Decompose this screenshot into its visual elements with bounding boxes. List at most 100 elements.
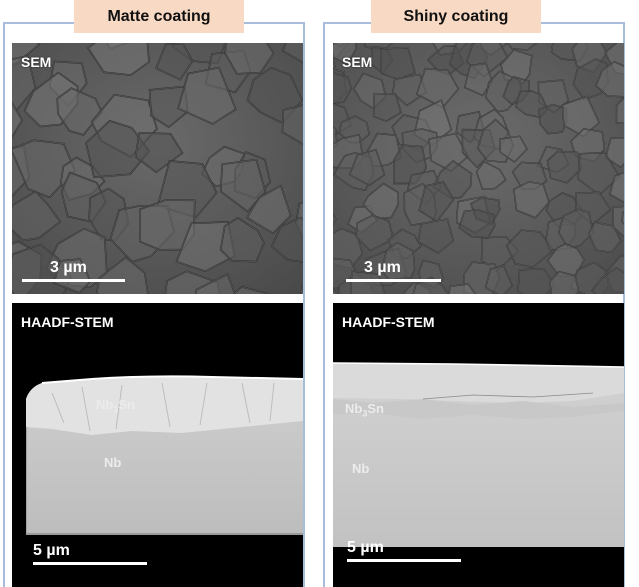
grain [333, 212, 337, 226]
matte-stem-image: HAADF-STEM Nb3Sn Nb 5 µm [12, 303, 303, 587]
shiny-stem-micrograph [333, 303, 624, 587]
grain-edge [448, 283, 476, 294]
grain-edge [517, 268, 556, 294]
shiny-stem-label: HAADF-STEM [342, 314, 435, 330]
shiny-sem-scale-text: 3 µm [364, 259, 401, 276]
shiny-sem-micrograph [333, 43, 624, 294]
shiny-stem-scalebar: 5 µm [347, 539, 461, 562]
matte-sem-micrograph [12, 43, 303, 294]
grain-edge [412, 276, 448, 294]
grain-edge [477, 119, 514, 163]
grain-edge [165, 270, 220, 294]
grain-edge [485, 264, 513, 294]
grain-edge [355, 214, 394, 251]
shiny-nb3sn-label: Nb3Sn [345, 401, 384, 419]
shiny-sem-image: SEM 3 µm [333, 43, 624, 294]
matte-sem-label: SEM [21, 54, 52, 70]
shiny-sem-label: SEM [342, 54, 373, 70]
grain [333, 289, 340, 294]
grain-edge [381, 242, 415, 281]
matte-sem-scale-text: 3 µm [50, 259, 87, 276]
grain-edge [402, 128, 438, 163]
grain-edge [549, 271, 580, 294]
grain-edge [157, 160, 217, 218]
grain-edge [464, 62, 493, 96]
grain-edge [87, 43, 150, 76]
grain-edge [246, 185, 292, 234]
matte-stem-micrograph [12, 303, 303, 587]
grain-edge [139, 199, 196, 251]
grain-edge [612, 206, 624, 237]
grain-edge [463, 261, 500, 294]
grain-edge [177, 67, 237, 125]
grain-edge [350, 270, 386, 294]
shiny-sem-scale-line [346, 279, 441, 282]
grain-edge [373, 93, 402, 122]
grain-edge [604, 43, 624, 75]
grain-edge [96, 257, 149, 294]
grain-edge [609, 172, 624, 203]
grain-edge [24, 72, 78, 127]
matte-stem-label: HAADF-STEM [21, 314, 114, 330]
matte-stem-scale-line [33, 562, 147, 565]
grain-edge [515, 90, 549, 118]
grain-edge [418, 181, 455, 222]
grain-edge [220, 159, 266, 212]
grain-edge [367, 133, 402, 167]
grain-edge [513, 181, 550, 219]
grain-edge [558, 208, 594, 249]
shiny-sem-scalebar: 3 µm [346, 259, 441, 282]
grain-edge [605, 137, 624, 168]
grain-edge [135, 132, 184, 173]
matte-stem-scale-text: 5 µm [33, 542, 70, 559]
grain-edge [333, 72, 352, 105]
shiny-stem-image: HAADF-STEM Nb3Sn Nb 5 µm [333, 303, 624, 587]
grain-edge [56, 87, 103, 136]
grain-edge [547, 151, 582, 184]
grain-edge [499, 135, 528, 163]
grain-edge [224, 43, 275, 75]
shiny-nb-label: Nb [352, 461, 370, 476]
matte-nb-label: Nb [104, 455, 122, 470]
grain-edge [12, 55, 36, 111]
matte-nb3sn-label: Nb3Sn [96, 397, 135, 415]
grain-edge [271, 217, 303, 263]
shiny-coating-title: Shiny coating [371, 0, 541, 33]
grain-edge [588, 221, 622, 253]
grain-edge [572, 58, 609, 101]
grain-edge [604, 254, 624, 293]
grain-edge [282, 104, 303, 145]
grain-edge [220, 217, 265, 262]
grain-edge [349, 149, 385, 186]
grain-edge [12, 244, 72, 294]
matte-stem-scalebar: 5 µm [33, 542, 147, 565]
grain-edge [362, 183, 399, 219]
matte-sem-scale-line [22, 279, 125, 282]
grain-edge [621, 211, 624, 225]
grain-edge [247, 67, 303, 124]
shiny-stem-scale-text: 5 µm [347, 539, 384, 556]
grain [232, 285, 270, 294]
grain-edge [333, 43, 357, 65]
matte-sem-scalebar: 3 µm [22, 259, 125, 282]
grain-edge [155, 43, 193, 81]
grain-edge [507, 43, 537, 51]
grain-edge [416, 68, 459, 108]
grain-edge [85, 120, 150, 178]
matte-sem-image: SEM 3 µm [12, 43, 303, 294]
grain-edge [577, 152, 620, 196]
grain-edge [12, 139, 76, 198]
grain [281, 43, 303, 64]
grain-edge [417, 218, 454, 254]
matte-coating-title: Matte coating [74, 0, 244, 33]
grain [12, 101, 24, 139]
grain-edge [506, 229, 555, 268]
grain-edge [12, 191, 61, 241]
grain-edge [591, 267, 624, 294]
grain-edge [295, 202, 303, 239]
grain-edge [53, 258, 91, 294]
shiny-stem-scale-line [347, 559, 461, 562]
grain-edge [433, 160, 472, 199]
grain-edge [595, 61, 624, 98]
grain-edge [392, 74, 427, 106]
